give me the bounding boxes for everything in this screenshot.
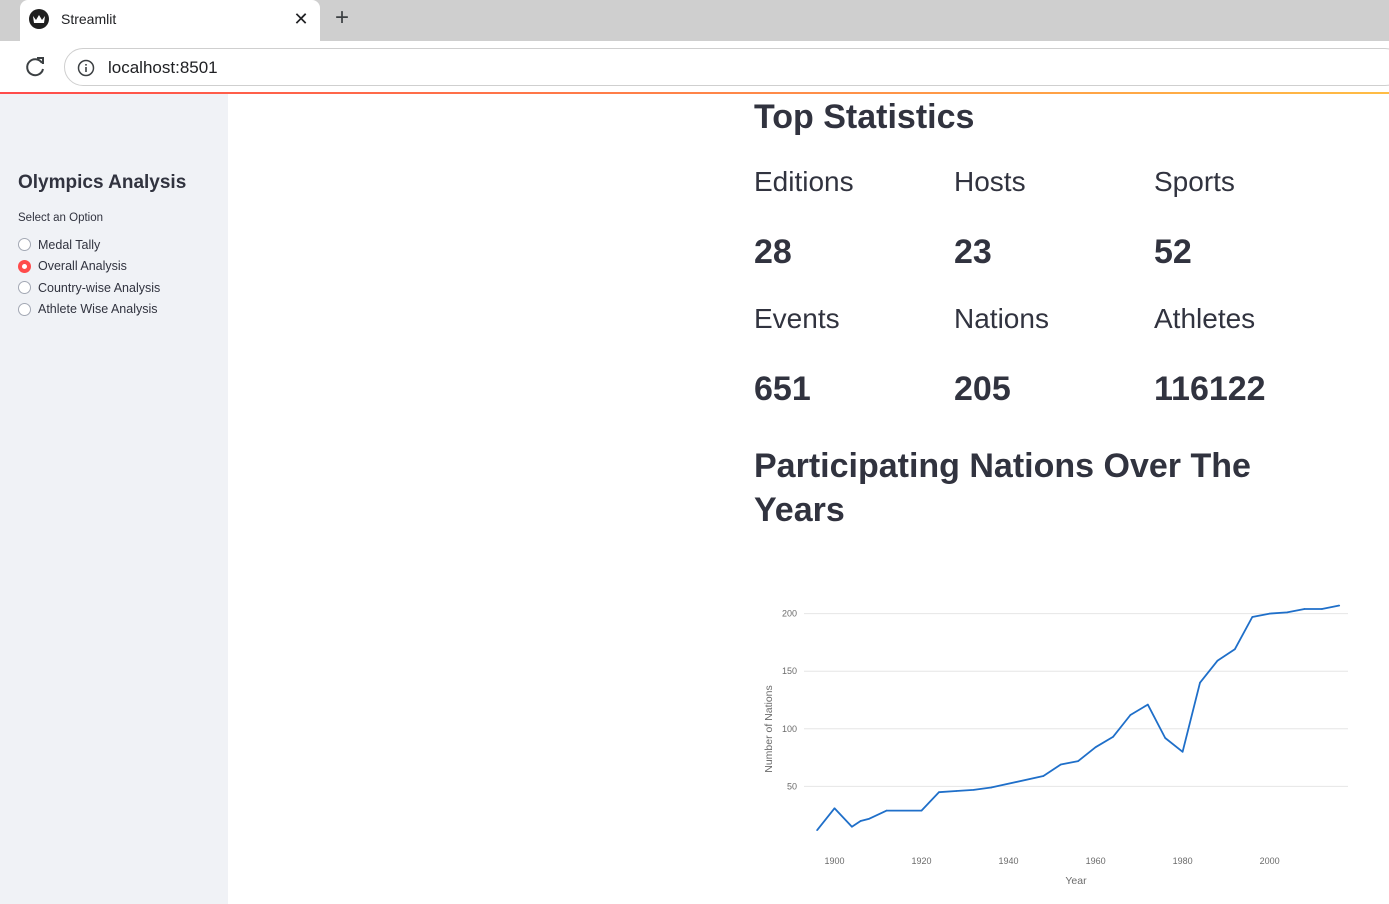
y-tick-label: 150: [782, 666, 797, 676]
radio-option-label: Athlete Wise Analysis: [38, 302, 158, 317]
data-point: [990, 786, 992, 789]
y-tick-label: 50: [787, 781, 797, 791]
radio-group-label: Select an Option: [18, 212, 104, 224]
x-tick-label: 1980: [1173, 856, 1193, 866]
data-point: [1321, 608, 1323, 610]
data-point: [972, 789, 975, 791]
x-tick-label: 1940: [999, 856, 1019, 866]
main-content: Top Statistics Editions Hosts Sports 28 …: [228, 94, 1389, 904]
data-point: [1251, 616, 1254, 618]
chart-heading: Participating Nations Over The Years: [754, 447, 1251, 529]
x-tick-label: 1960: [1086, 856, 1106, 866]
data-point: [1181, 751, 1184, 753]
stat-label-editions: Editions: [754, 166, 854, 197]
y-tick-label: 200: [782, 609, 797, 619]
stat-value-hosts: 23: [954, 233, 992, 271]
sidebar-title: Olympics Analysis: [18, 172, 187, 193]
browser-tab-bar: Streamlit ✕ +: [0, 0, 1389, 41]
radio-group: Medal Tally Overall Analysis Country-wis…: [18, 234, 160, 320]
radio-button[interactable]: [18, 281, 31, 295]
stat-value-athletes: 116122: [1154, 370, 1266, 408]
stat-label-events: Events: [754, 303, 840, 334]
nations-series-line: [816, 604, 1340, 831]
data-point: [1338, 604, 1341, 607]
stat-label-athletes: Athletes: [1154, 303, 1256, 334]
radio-option-label: Country-wise Analysis: [38, 280, 161, 295]
x-axis-label: Year: [1065, 875, 1087, 887]
data-point: [1094, 746, 1097, 749]
data-point: [851, 825, 853, 828]
stat-value-nations: 205: [954, 370, 1011, 408]
data-point: [1234, 648, 1236, 651]
nations-line-chart[interactable]: 50 100 150 200 1900 1920 1940 1960 1980 2000 Year N…: [748, 584, 1378, 900]
data-point: [1147, 703, 1149, 706]
data-point: [1216, 660, 1219, 662]
stat-label-sports: Sports: [1154, 166, 1235, 197]
radio-button[interactable]: [18, 302, 31, 316]
info-icon[interactable]: [77, 59, 95, 77]
data-point: [1268, 612, 1271, 615]
radio-option-athlete-wise-analysis[interactable]: Athlete Wise Analysis: [18, 299, 160, 321]
new-tab-icon[interactable]: +: [334, 4, 349, 31]
data-point: [816, 829, 818, 831]
header-decoration: [0, 92, 1389, 94]
close-icon[interactable]: ✕: [293, 9, 309, 29]
y-tick-label: 100: [782, 724, 797, 734]
stat-value-editions: 28: [754, 233, 792, 271]
stat-label-nations: Nations: [954, 303, 1049, 334]
stat-value-sports: 52: [1154, 233, 1192, 271]
streamlit-favicon-icon: [29, 9, 49, 29]
data-point: [1303, 608, 1306, 610]
stat-value-events: 651: [754, 370, 811, 408]
data-point: [1112, 736, 1114, 738]
data-point: [1199, 681, 1201, 684]
url-text: localhost:8501: [108, 58, 218, 77]
radio-option-label: Medal Tally: [38, 237, 101, 252]
radio-button-selected[interactable]: [18, 259, 31, 273]
radio-option-label: Overall Analysis: [38, 259, 127, 274]
data-point: [1042, 775, 1045, 777]
sidebar: Olympics Analysis Select an Option Medal…: [0, 94, 228, 904]
y-axis-label: Number of Nations: [763, 685, 775, 773]
data-point: [868, 817, 871, 820]
data-point: [920, 809, 923, 812]
data-point: [1077, 760, 1079, 762]
data-point: [1129, 714, 1132, 716]
data-point: [833, 807, 836, 810]
data-point: [1059, 763, 1062, 766]
x-tick-label: 1920: [911, 856, 931, 866]
radio-button[interactable]: [18, 238, 31, 252]
data-point: [938, 791, 940, 793]
radio-option-medal-tally[interactable]: Medal Tally: [18, 234, 160, 256]
tab-title: Streamlit: [61, 11, 117, 27]
data-point: [1286, 611, 1288, 614]
radio-option-overall-analysis[interactable]: Overall Analysis: [18, 256, 160, 278]
data-point: [885, 809, 888, 812]
page-title: Top Statistics: [754, 98, 975, 136]
data-point: [859, 820, 862, 822]
address-bar: localhost:8501: [0, 41, 1389, 93]
browser-tab[interactable]: Streamlit ✕: [20, 0, 320, 41]
x-tick-label: 2000: [1260, 856, 1280, 866]
url-input[interactable]: localhost:8501: [64, 48, 1389, 86]
data-point: [1164, 737, 1167, 739]
x-tick-label: 1900: [824, 856, 844, 866]
radio-option-country-wise-analysis[interactable]: Country-wise Analysis: [18, 277, 160, 299]
reload-icon[interactable]: [22, 54, 48, 80]
data-point: [955, 790, 958, 792]
stat-label-hosts: Hosts: [954, 166, 1026, 197]
